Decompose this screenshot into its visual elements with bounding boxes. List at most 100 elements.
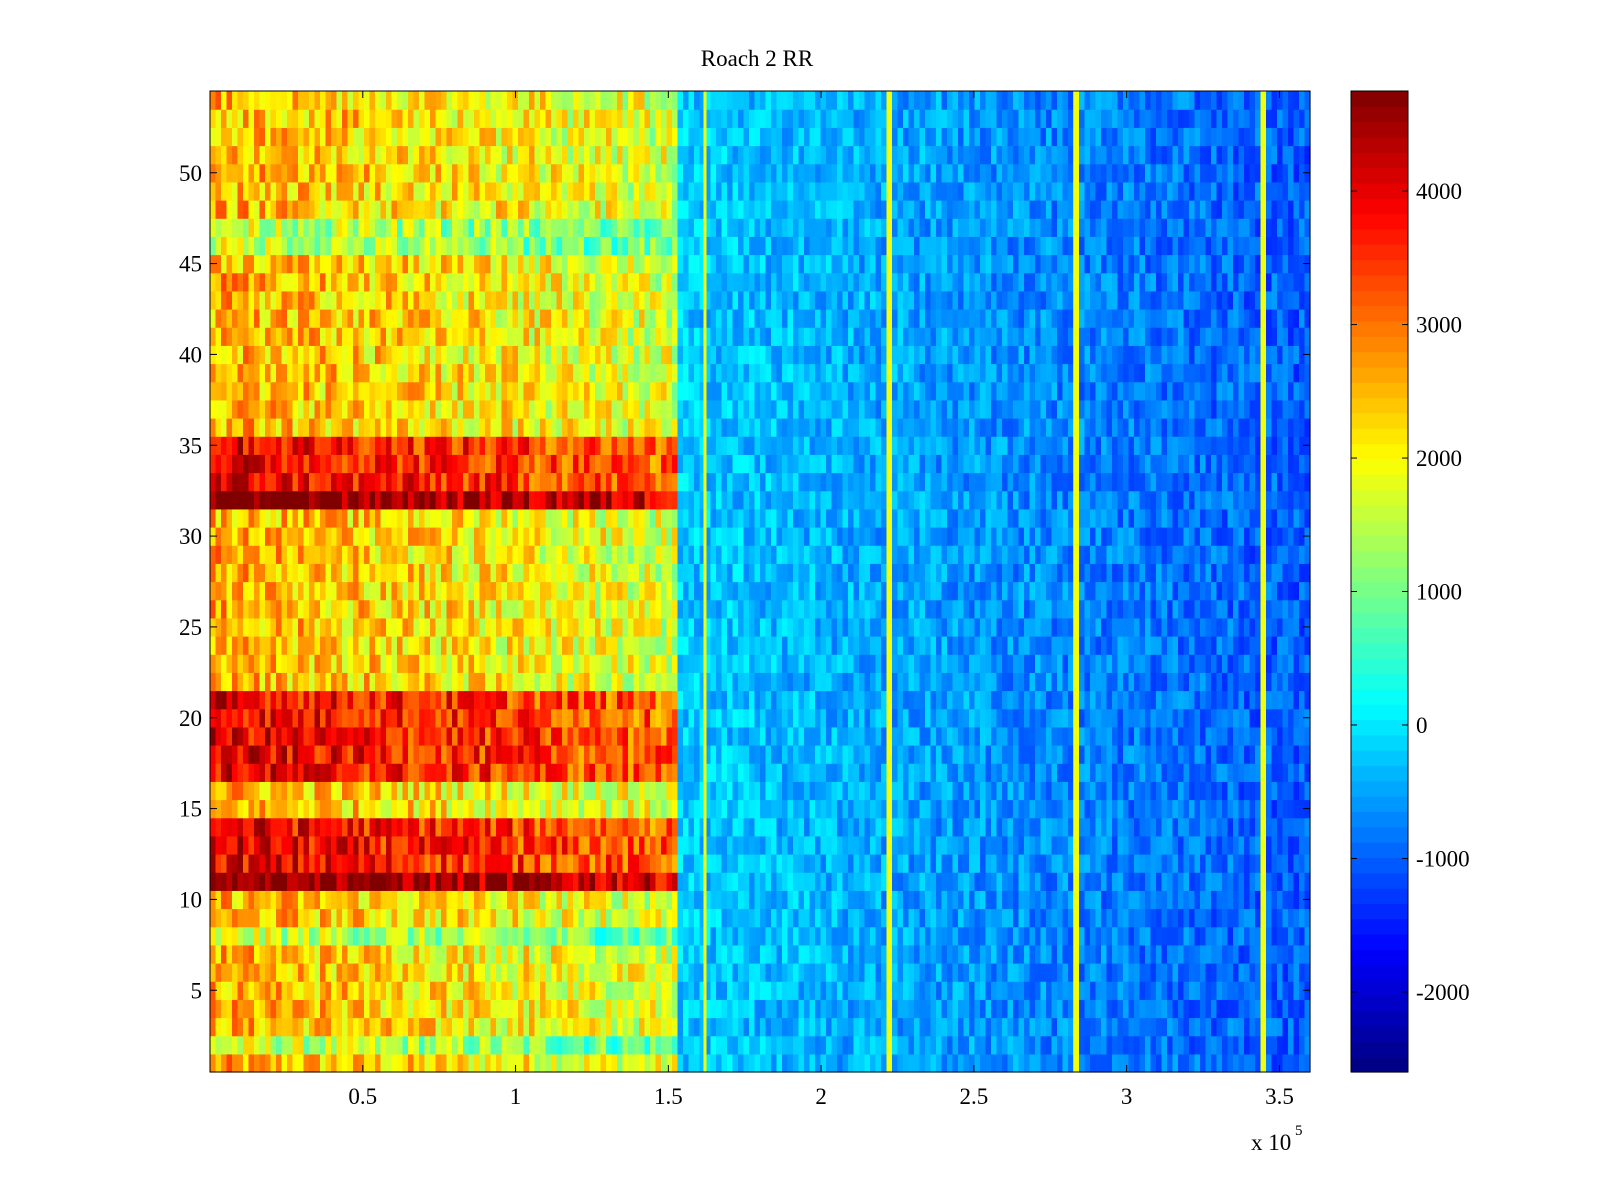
heatmap-cell	[1227, 854, 1234, 873]
heatmap-cell	[397, 981, 404, 1000]
heatmap-cell	[1035, 872, 1042, 891]
heatmap-cell	[617, 872, 624, 891]
heatmap-cell	[397, 944, 404, 964]
heatmap-cell	[804, 908, 811, 928]
heatmap-cell	[1095, 1053, 1102, 1073]
heatmap-cell	[666, 690, 673, 710]
heatmap-cell	[331, 708, 338, 728]
heatmap-cell	[859, 1017, 866, 1037]
heatmap-cell	[683, 1035, 690, 1055]
heatmap-cell	[1134, 999, 1141, 1019]
heatmap-cell	[820, 781, 827, 801]
heatmap-cell	[991, 1017, 998, 1037]
heatmap-cell	[1112, 726, 1119, 746]
heatmap-cell	[1024, 617, 1031, 637]
heatmap-cell	[358, 908, 365, 928]
heatmap-cell	[419, 817, 426, 837]
heatmap-cell	[875, 617, 882, 637]
heatmap-cell	[1156, 726, 1163, 746]
heatmap-cell	[364, 1017, 371, 1037]
heatmap-cell	[1216, 654, 1223, 673]
heatmap-cell	[441, 636, 448, 655]
heatmap-cell	[254, 835, 261, 855]
heatmap-cell	[1101, 781, 1108, 801]
heatmap-cell	[287, 981, 294, 1000]
heatmap-cell	[562, 654, 569, 673]
heatmap-cell	[1156, 944, 1163, 964]
heatmap-cell	[578, 944, 585, 964]
heatmap-cell	[375, 708, 382, 728]
heatmap-cell	[628, 799, 635, 819]
heatmap-cell	[265, 890, 272, 910]
heatmap-cell	[474, 708, 481, 728]
heatmap-cell	[974, 745, 981, 764]
heatmap-cell	[1035, 781, 1042, 801]
heatmap-cell	[270, 763, 277, 782]
heatmap-cell	[369, 835, 376, 855]
heatmap-cell	[512, 617, 519, 637]
heatmap-cell	[804, 817, 811, 837]
heatmap-cell	[1117, 708, 1124, 728]
heatmap-cell	[463, 890, 470, 910]
heatmap-cell	[402, 726, 409, 746]
heatmap-cell	[947, 890, 954, 910]
heatmap-cell	[732, 654, 739, 673]
heatmap-cell	[1156, 926, 1163, 946]
heatmap-cell	[782, 835, 789, 855]
heatmap-cell	[1035, 672, 1042, 692]
heatmap-cell	[325, 817, 332, 837]
heatmap-cell	[853, 981, 860, 1000]
heatmap-cell	[787, 726, 794, 746]
heatmap-cell	[622, 854, 629, 873]
heatmap-cell	[226, 835, 233, 855]
heatmap-cell	[452, 1035, 459, 1055]
heatmap-cell	[1079, 817, 1086, 837]
heatmap-cell	[622, 636, 629, 655]
heatmap-cell	[760, 726, 767, 746]
heatmap-cell	[1145, 981, 1152, 1000]
heatmap-cell	[930, 872, 937, 891]
heatmap-cell	[710, 708, 717, 728]
heatmap-cell	[496, 981, 503, 1000]
heatmap-cell	[1117, 690, 1124, 710]
heatmap-cell	[589, 908, 596, 928]
heatmap-cell	[1293, 708, 1300, 728]
heatmap-cell	[710, 872, 717, 891]
heatmap-cell	[419, 763, 426, 782]
heatmap-cell	[732, 708, 739, 728]
heatmap-cell	[320, 872, 327, 891]
heatmap-cell	[529, 944, 536, 964]
heatmap-cell	[386, 726, 393, 746]
heatmap-cell	[754, 817, 761, 837]
heatmap-cell	[639, 926, 646, 946]
heatmap-cell	[463, 999, 470, 1019]
heatmap-cell	[1293, 872, 1300, 891]
heatmap-cell	[974, 1017, 981, 1037]
heatmap-cell	[1002, 799, 1009, 819]
heatmap-cell	[435, 817, 442, 837]
heatmap-cell	[969, 944, 976, 964]
heatmap-cell	[1178, 763, 1185, 782]
heatmap-cell	[1194, 708, 1201, 728]
heatmap-cell	[287, 799, 294, 819]
heatmap-cell	[215, 617, 222, 637]
heatmap-cell	[397, 999, 404, 1019]
heatmap-cell	[1233, 999, 1240, 1019]
heatmap-cell	[991, 654, 998, 673]
heatmap-cell	[870, 690, 877, 710]
heatmap-cell	[386, 963, 393, 982]
heatmap-cell	[892, 690, 899, 710]
heatmap-cell	[903, 745, 910, 764]
heatmap-cell	[1222, 981, 1229, 1000]
heatmap-cell	[1128, 672, 1135, 692]
heatmap-cell	[600, 672, 607, 692]
heatmap-cell	[842, 617, 849, 637]
heatmap-cell	[694, 981, 701, 1000]
heatmap-cell	[287, 1017, 294, 1037]
heatmap-cell	[369, 708, 376, 728]
heatmap-cell	[985, 963, 992, 982]
heatmap-cell	[441, 835, 448, 855]
heatmap-cell	[1227, 1053, 1234, 1073]
heatmap-cell	[782, 817, 789, 837]
heatmap-cell	[914, 781, 921, 801]
